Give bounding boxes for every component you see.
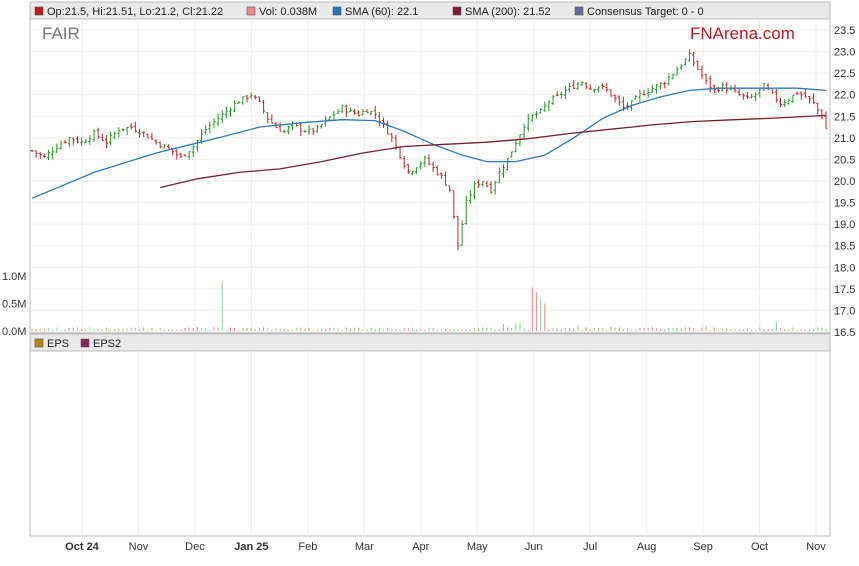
time-tick-label: Apr — [412, 541, 429, 553]
legend-swatch — [34, 6, 44, 16]
legend-top: Op:21.5, Hi:21.51, Lo:21.2, Cl:21.22 Vol:… — [34, 6, 704, 18]
eps-panel — [29, 350, 831, 537]
volume-tick-label: 0.0M — [2, 326, 26, 338]
brand-logo-part2: Arena.com — [713, 24, 795, 43]
time-tick-label: May — [467, 541, 488, 553]
time-tick-label: Nov — [129, 541, 149, 553]
sma60-line — [31, 87, 827, 199]
legend-bottom: EPS EPS2 — [34, 338, 121, 350]
legend-swatch — [246, 6, 256, 16]
legend-label: EPS2 — [93, 338, 121, 350]
time-axis-ticks: Oct 24 Nov Dec Jan 25 Feb Mar Apr May Jun Jul Aug S… — [65, 541, 826, 553]
legend-label: Vol: 0.038M — [259, 6, 317, 18]
legend-swatch — [80, 338, 90, 348]
time-tick-label: Feb — [298, 541, 317, 553]
time-tick-label: Oct — [751, 541, 768, 553]
price-tick-label: 20.5 — [834, 154, 855, 166]
legend-swatch — [452, 6, 462, 16]
price-axis-ticks: 23.5 23.0 22.5 22.0 21.5 21.0 20.5 20.0 19.5 19.0… — [834, 25, 855, 339]
price-tick-label: 16.5 — [834, 327, 855, 339]
volume-axis-ticks: 1.0M 0.5M 0.0M — [2, 271, 26, 338]
legend-label: EPS — [47, 338, 69, 350]
legend-bar-bottom — [29, 333, 831, 352]
price-tick-label: 23.0 — [834, 47, 855, 59]
legend-label: SMA (60): 22.1 — [345, 6, 418, 18]
time-tick-label: Dec — [185, 541, 205, 553]
legend-swatch — [332, 6, 342, 16]
price-tick-label: 19.5 — [834, 198, 855, 210]
volume-bars — [31, 281, 827, 331]
legend-swatch — [34, 338, 44, 348]
price-tick-label: 18.0 — [834, 262, 855, 274]
time-tick-label: Aug — [637, 541, 657, 553]
price-panel — [29, 18, 831, 334]
price-tick-label: 23.5 — [834, 25, 855, 37]
time-tick-label: Jan 25 — [234, 541, 268, 553]
price-tick-label: 17.0 — [834, 305, 855, 317]
legend-label: Op:21.5, Hi:21.51, Lo:21.2, Cl:21.22 — [47, 6, 223, 18]
legend-label: Consensus Target: 0 - 0 — [587, 6, 704, 18]
time-tick-label: Sep — [693, 541, 713, 553]
price-tick-label: 20.0 — [834, 176, 855, 188]
price-tick-label: 21.0 — [834, 133, 855, 145]
sma200-line — [160, 114, 827, 189]
brand-logo-part1: FN — [690, 24, 713, 43]
grid-lines — [30, 19, 830, 536]
time-tick-label: Jul — [583, 541, 597, 553]
price-candles — [30, 49, 828, 251]
price-tick-label: 19.0 — [834, 219, 855, 231]
price-tick-label: 18.5 — [834, 241, 855, 253]
brand-logo: FNArena.com — [690, 24, 795, 43]
volume-tick-label: 0.5M — [2, 299, 26, 311]
price-tick-label: 21.5 — [834, 111, 855, 123]
legend-swatch — [574, 6, 584, 16]
volume-tick-label: 1.0M — [2, 271, 26, 283]
legend-label: SMA (200): 21.52 — [465, 6, 551, 18]
price-tick-label: 17.5 — [834, 284, 855, 296]
time-tick-label: Nov — [806, 541, 826, 553]
price-tick-label: 22.0 — [834, 90, 855, 102]
ticker-symbol: FAIR — [42, 24, 80, 43]
price-tick-label: 22.5 — [834, 68, 855, 80]
time-tick-label: Oct 24 — [65, 541, 100, 553]
time-tick-label: Mar — [355, 541, 374, 553]
time-tick-label: Jun — [525, 541, 543, 553]
